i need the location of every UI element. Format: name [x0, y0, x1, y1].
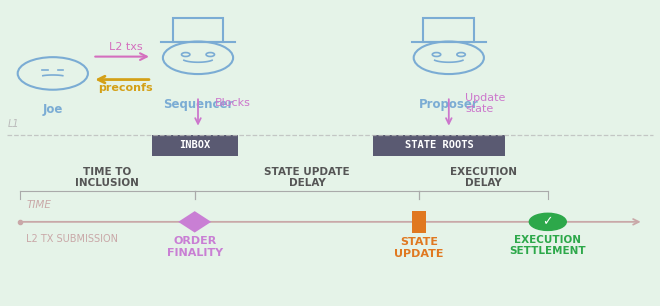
- Polygon shape: [178, 211, 211, 233]
- Text: EXECUTION
SETTLEMENT: EXECUTION SETTLEMENT: [510, 235, 586, 256]
- Text: Joe: Joe: [43, 103, 63, 115]
- Text: STATE ROOTS: STATE ROOTS: [405, 140, 473, 150]
- Text: Sequencer: Sequencer: [163, 98, 233, 111]
- FancyBboxPatch shape: [152, 135, 238, 156]
- Text: ✓: ✓: [543, 215, 553, 228]
- Text: L2 TX SUBMISSION: L2 TX SUBMISSION: [26, 234, 118, 244]
- Text: ORDER
FINALITY: ORDER FINALITY: [166, 236, 223, 258]
- FancyBboxPatch shape: [373, 135, 505, 156]
- Text: TIME: TIME: [26, 200, 51, 210]
- Text: L1: L1: [8, 119, 20, 129]
- Text: EXECUTION
DELAY: EXECUTION DELAY: [450, 167, 517, 188]
- Text: STATE
UPDATE: STATE UPDATE: [395, 237, 444, 259]
- Text: preconfs: preconfs: [98, 83, 152, 93]
- Text: TIME TO
INCLUSION: TIME TO INCLUSION: [75, 167, 139, 188]
- Text: Proposer: Proposer: [419, 98, 478, 111]
- FancyBboxPatch shape: [412, 211, 426, 233]
- Text: Blocks: Blocks: [214, 98, 250, 108]
- Circle shape: [529, 213, 566, 230]
- Text: STATE UPDATE
DELAY: STATE UPDATE DELAY: [264, 167, 350, 188]
- Text: L2 txs: L2 txs: [109, 42, 142, 52]
- Text: Update
state: Update state: [465, 93, 506, 114]
- Text: INBOX: INBOX: [179, 140, 211, 150]
